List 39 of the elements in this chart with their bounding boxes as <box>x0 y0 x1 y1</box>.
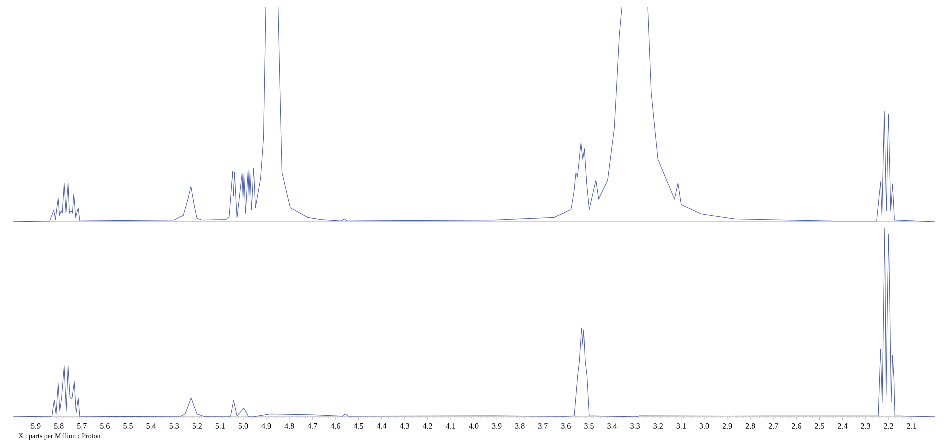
x-tick-label: 3.8 <box>515 424 525 429</box>
x-tick-label: 3.2 <box>654 424 663 429</box>
x-tick-label: 5.0 <box>238 424 248 429</box>
x-tick-label: 3.7 <box>538 424 548 429</box>
x-tick-label: 5.2 <box>192 424 202 429</box>
x-tick-label: 2.8 <box>746 424 756 429</box>
x-tick-label: 4.9 <box>262 424 272 429</box>
x-tick-label: 4.5 <box>354 424 364 429</box>
x-tick-label: 2.4 <box>838 424 848 429</box>
x-tick-label: 3.6 <box>562 424 571 429</box>
x-tick-label: 2.5 <box>815 424 824 429</box>
x-tick-label: 2.3 <box>861 424 871 429</box>
x-tick-label: 4.4 <box>376 424 387 429</box>
x-tick-label: 4.6 <box>330 424 340 429</box>
x-tick-label: 4.8 <box>284 424 294 429</box>
x-tick-label: 4.1 <box>446 424 456 429</box>
x-tick-label: 4.7 <box>308 424 318 429</box>
x-tick-label: 4.0 <box>469 424 479 429</box>
x-tick-label: 3.9 <box>492 424 502 429</box>
x-tick-label: 5.7 <box>78 424 87 429</box>
x-tick-label: 2.1 <box>907 424 916 429</box>
x-tick-label: 5.1 <box>216 424 225 429</box>
x-tick-label: 5.3 <box>170 424 180 429</box>
x-tick-label: 2.2 <box>884 424 894 429</box>
x-tick-label: 5.6 <box>100 424 110 429</box>
x-tick-label: 5.8 <box>54 424 64 429</box>
x-tick-label: 4.2 <box>423 424 432 429</box>
x-tick-label: 5.5 <box>124 424 133 429</box>
x-tick-label: 4.3 <box>400 424 410 429</box>
x-tick-label: 5.4 <box>146 424 156 429</box>
x-tick-label: 3.3 <box>630 424 640 429</box>
x-tick-label: 5.9 <box>32 424 41 429</box>
x-tick-label: 3.1 <box>676 424 686 429</box>
x-tick-label: 2.9 <box>722 424 732 429</box>
x-tick-label: 3.4 <box>608 424 618 429</box>
x-tick-label: 2.7 <box>768 424 778 429</box>
x-tick-label: 3.0 <box>700 424 710 429</box>
x-tick-label: 3.5 <box>584 424 594 429</box>
x-tick-label: 2.6 <box>792 424 802 429</box>
